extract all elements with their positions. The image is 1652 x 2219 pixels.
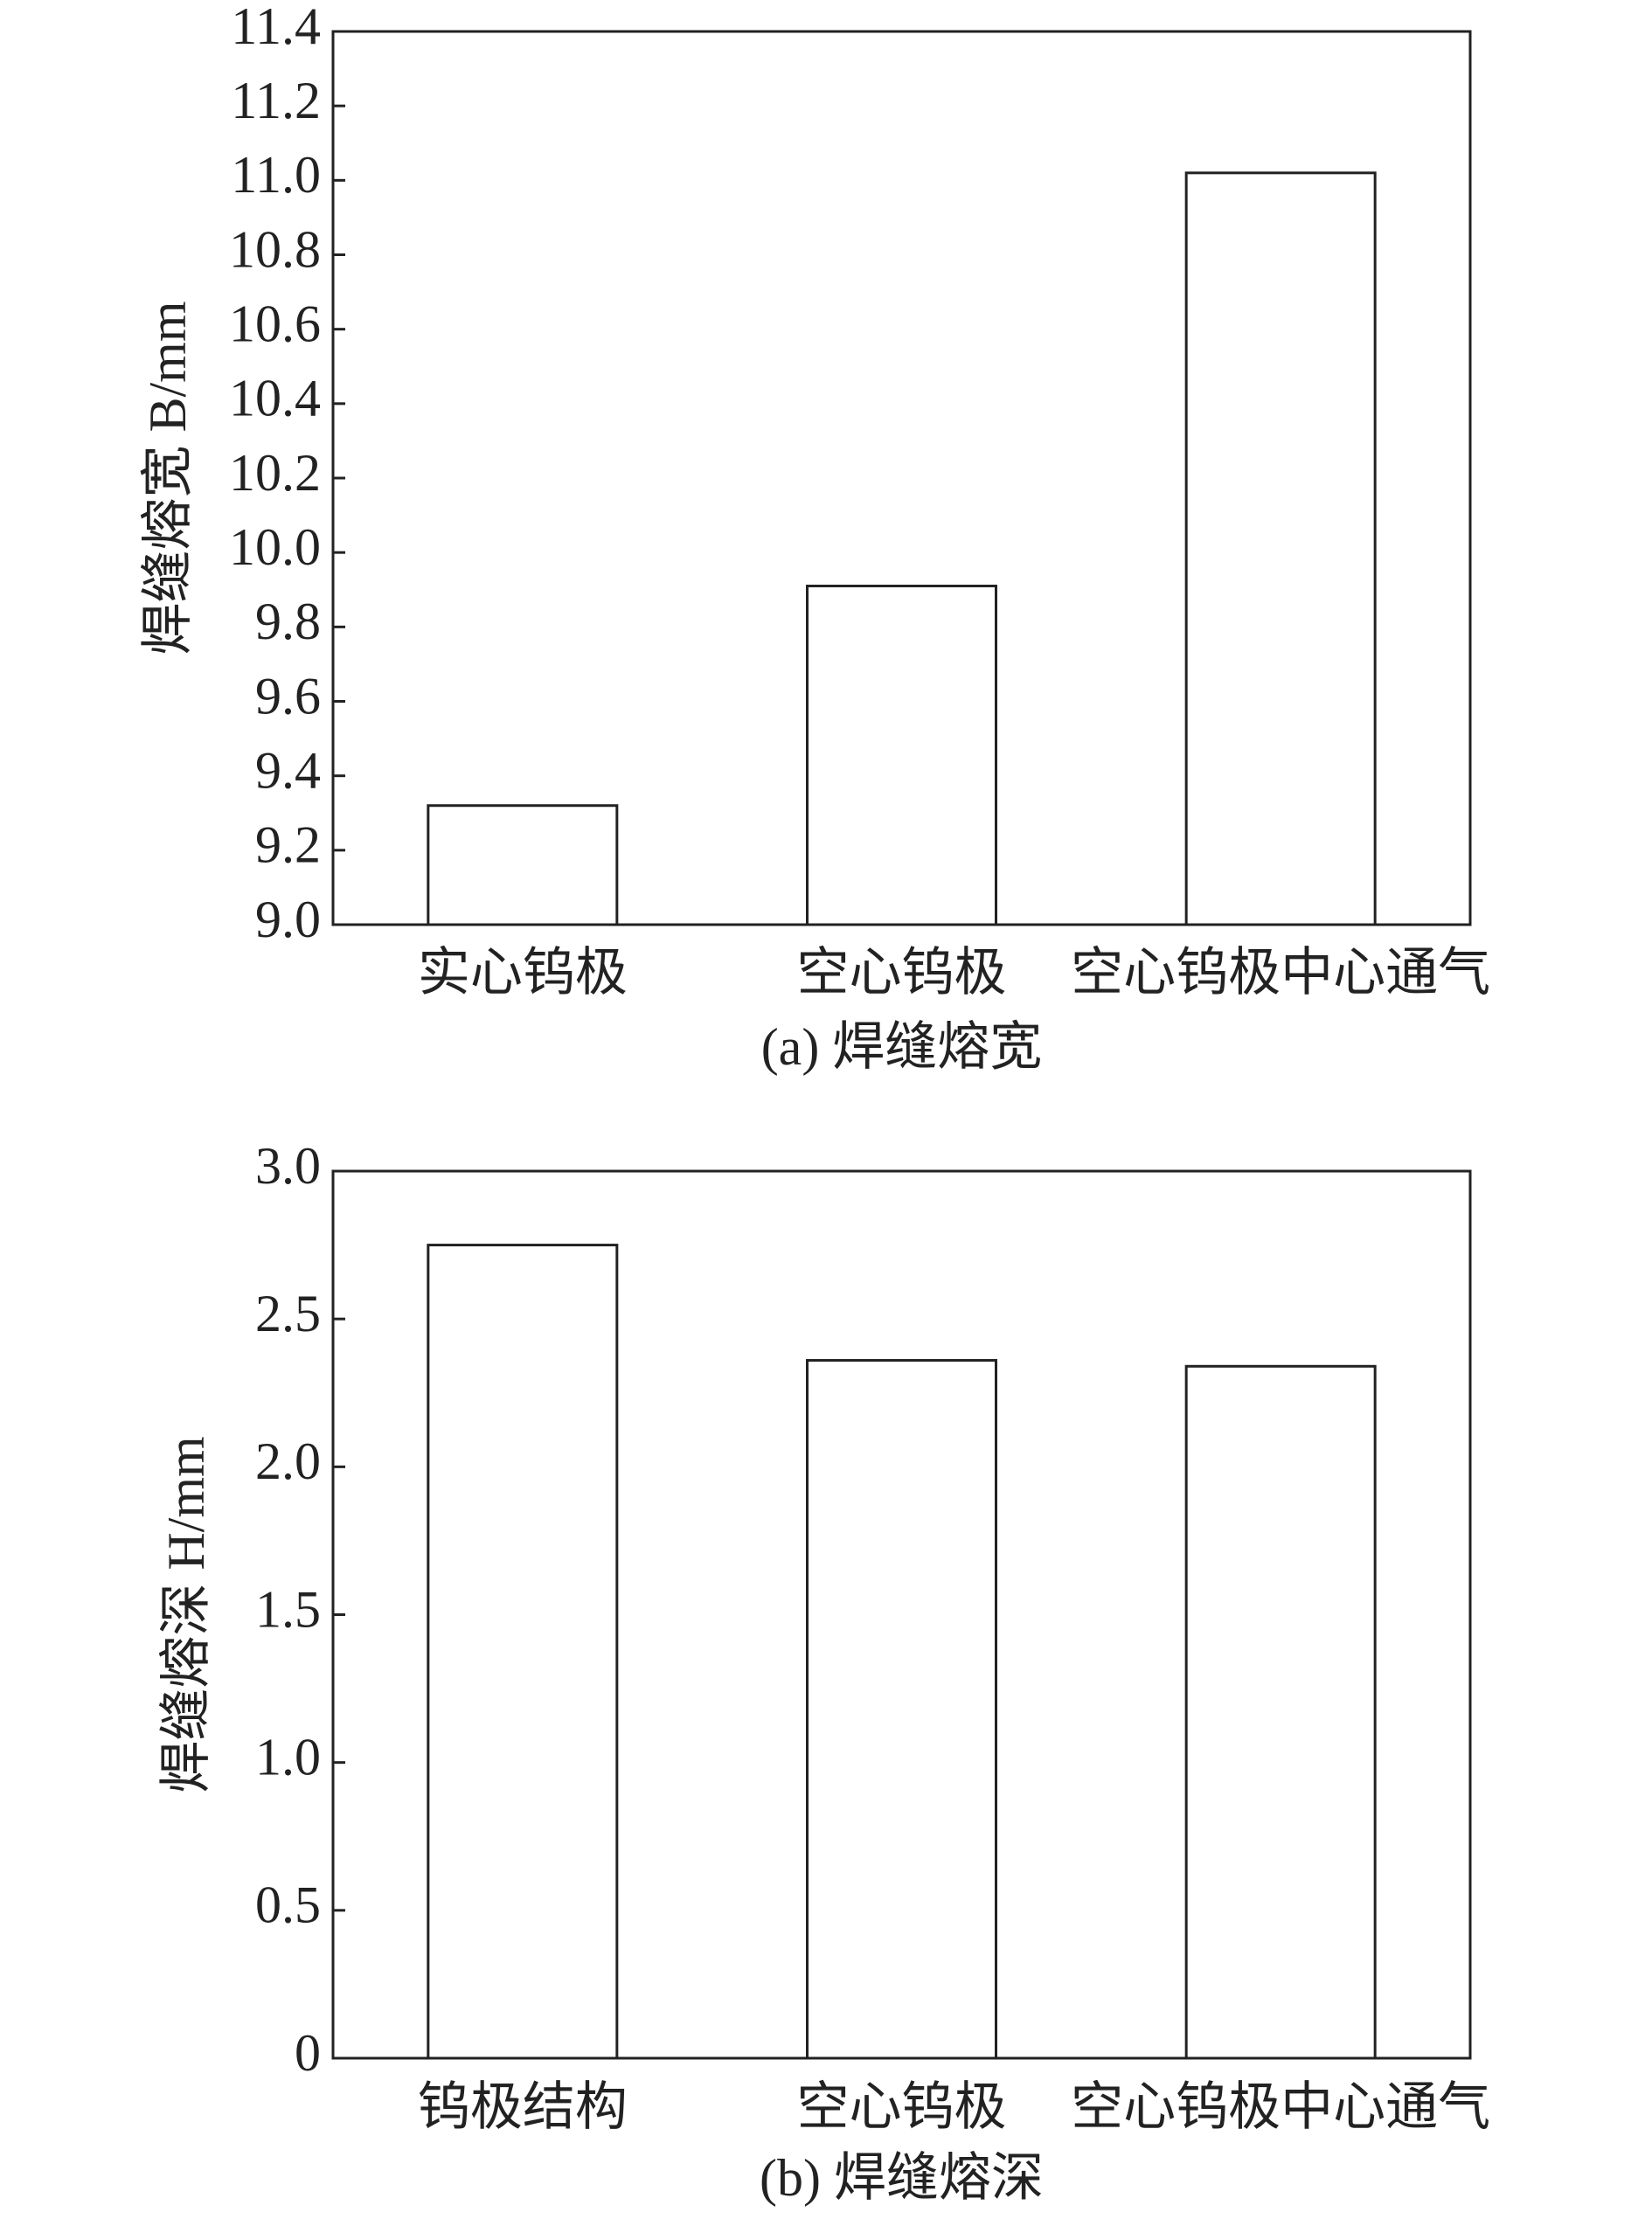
bar — [427, 804, 619, 926]
x-tick-label: 空心钨极中心通气 — [1071, 2078, 1490, 2136]
y-tick-label: 11.2 — [231, 72, 321, 129]
y-tick-label: 11.4 — [231, 0, 321, 55]
x-tick-label: 空心钨极 — [797, 2078, 1007, 2136]
y-tick-label: 10.8 — [229, 220, 321, 278]
y-tick-label: 10.6 — [229, 295, 321, 352]
bar — [1184, 1364, 1377, 2060]
y-axis-label: 焊缝熔宽 B/mm — [139, 301, 197, 655]
y-tick-label: 1.0 — [255, 1728, 321, 1786]
y-tick-label: 10.0 — [229, 518, 321, 576]
x-tick-label: 钨极结构 — [418, 2078, 628, 2136]
y-tick-label: 10.2 — [229, 444, 321, 502]
y-tick-label: 9.6 — [255, 667, 321, 725]
x-tick-label: 实心钨极 — [418, 944, 628, 1002]
bar — [427, 1244, 619, 2060]
y-tick-label: 9.0 — [255, 891, 321, 948]
y-axis-label: 焊缝熔深 H/mm — [157, 1436, 215, 1793]
bar — [806, 1359, 997, 2060]
y-tick-label: 0 — [295, 2024, 321, 2082]
y-tick-label: 1.5 — [255, 1580, 321, 1638]
x-tick-label: 空心钨极中心通气 — [1071, 944, 1490, 1002]
y-tick-label: 9.2 — [255, 816, 321, 874]
bar — [1184, 171, 1377, 926]
caption: (b) 焊缝熔深 — [760, 2149, 1044, 2207]
y-tick-label: 9.8 — [255, 593, 321, 650]
x-tick-label: 空心钨极 — [797, 944, 1007, 1002]
plot-frame — [331, 1169, 1472, 2060]
y-tick-label: 3.0 — [255, 1137, 321, 1195]
y-tick-label: 9.4 — [255, 741, 321, 799]
caption: (a) 焊缝熔宽 — [761, 1018, 1043, 1076]
y-tick-label: 2.0 — [255, 1432, 321, 1490]
y-tick-label: 10.4 — [229, 370, 321, 427]
y-tick-label: 0.5 — [255, 1876, 321, 1934]
bar — [806, 584, 997, 926]
plot-frame — [331, 30, 1472, 926]
y-tick-label: 2.5 — [255, 1285, 321, 1342]
y-tick-label: 11.0 — [231, 146, 321, 204]
